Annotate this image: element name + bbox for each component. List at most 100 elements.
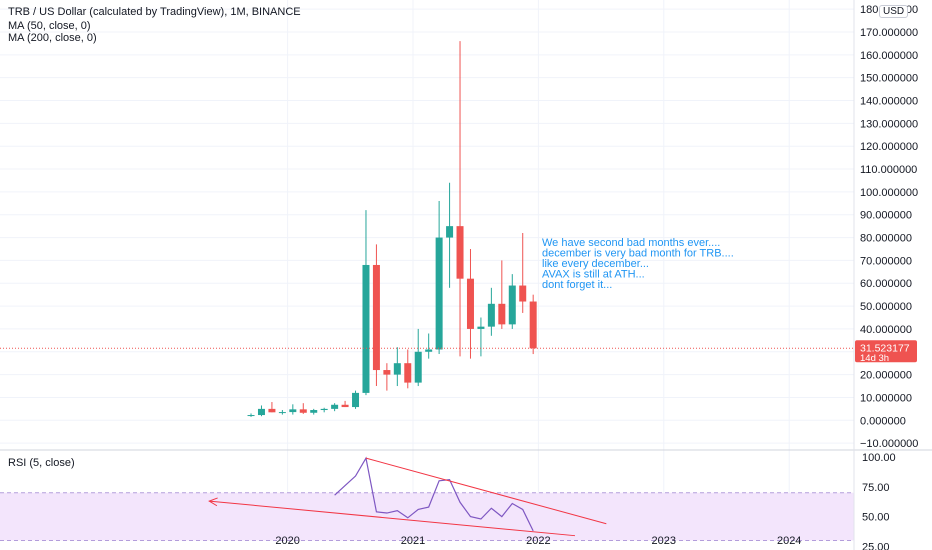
candle: [456, 41, 464, 357]
candle-body: [519, 285, 527, 302]
candles: [247, 41, 537, 417]
candle-body: [487, 303, 495, 327]
candle: [372, 244, 380, 387]
y-tick-label: 150.000000: [860, 73, 918, 85]
candle-body: [446, 226, 454, 238]
candle: [466, 248, 474, 359]
annotation-line: AVAX is still at ATH...: [542, 269, 645, 281]
y-tick-label: 80.000000: [860, 233, 912, 245]
annotation-text: We have second bad months ever....decemb…: [542, 237, 734, 291]
x-tick-label: 2020: [275, 535, 299, 547]
y-tick-label: 90.000000: [860, 210, 912, 222]
y-tick-label: 50.000000: [860, 301, 912, 313]
annotation-line: like every december...: [542, 258, 649, 270]
candle: [425, 333, 433, 359]
candle: [508, 274, 516, 329]
candle-body: [529, 301, 537, 349]
time-axis: 2020 2021 2022 2023 2024: [275, 535, 801, 547]
y-tick-label: 10.000000: [860, 392, 912, 404]
candle-body: [278, 412, 286, 414]
candle-body: [477, 326, 485, 329]
candle: [362, 210, 370, 396]
x-tick-label: 2022: [526, 535, 550, 547]
candle-body: [289, 409, 297, 413]
y-tick-label: 160.000000: [860, 50, 918, 62]
candle-body: [352, 392, 360, 408]
y-tick-label: 120.000000: [860, 141, 918, 153]
price-axis: 180.000000170.000000160.000000150.000000…: [860, 4, 918, 450]
candle-body: [362, 264, 370, 393]
chart-title: TRB / US Dollar (calculated by TradingVi…: [8, 6, 301, 18]
candle: [383, 363, 391, 391]
candle: [257, 405, 265, 417]
rsi-tick-label: 50.00: [862, 512, 890, 524]
candle: [289, 404, 297, 415]
y-tick-label: 0.000000: [860, 415, 906, 427]
x-tick-label: 2021: [401, 535, 425, 547]
candle-body: [404, 363, 412, 383]
rsi-series: [334, 456, 534, 532]
rsi-legend[interactable]: RSI (5, close): [8, 457, 75, 469]
candle-body: [425, 349, 433, 352]
candle-body: [466, 278, 474, 329]
candle-body: [456, 226, 464, 279]
trendlines: [208, 457, 607, 537]
y-tick-label: 130.000000: [860, 118, 918, 130]
candle: [446, 182, 454, 288]
candle-body: [435, 237, 443, 350]
y-tick-label: −10.000000: [860, 438, 918, 450]
candle-body: [310, 410, 318, 413]
y-tick-label: 100.000000: [860, 187, 918, 199]
candle-body: [372, 264, 380, 371]
candle: [487, 287, 495, 336]
y-tick-label: 20.000000: [860, 370, 912, 382]
annotation-line: december is very bad month for TRB....: [542, 248, 734, 260]
candle: [477, 317, 485, 357]
candle-body: [331, 404, 339, 409]
annotation-line: dont forget it...: [542, 279, 612, 291]
candle-body: [414, 351, 422, 383]
y-tick-label: 110.000000: [860, 164, 917, 176]
rsi-band: [0, 492, 854, 541]
candle: [310, 408, 318, 415]
y-tick-label: 40.000000: [860, 324, 912, 336]
candle: [247, 413, 255, 417]
candle-body: [341, 404, 349, 408]
candle-body: [299, 409, 307, 413]
candle: [299, 403, 307, 414]
candle: [331, 403, 339, 412]
price-tag-countdown: 14d 3h: [860, 353, 889, 364]
y-tick-label: 140.000000: [860, 96, 918, 108]
rsi-tick-label: 25.00: [862, 541, 890, 550]
price-tag-value: 31.523177: [860, 342, 910, 354]
price-tag-bg: [855, 340, 917, 363]
candle-body: [268, 408, 276, 413]
trendline: [365, 457, 607, 525]
grid: [0, 0, 854, 530]
rsi-tick-label: 75.00: [862, 482, 890, 494]
candle: [320, 407, 328, 413]
candle-body: [383, 370, 391, 375]
candle-body: [393, 363, 401, 375]
y-tick-label: 60.000000: [860, 278, 912, 290]
candle-body: [498, 303, 506, 325]
candle-body: [508, 285, 516, 325]
candle: [341, 400, 349, 408]
ma50-legend[interactable]: MA (50, close, 0): [8, 20, 91, 32]
candle: [278, 410, 286, 415]
currency-badge[interactable]: USD: [879, 5, 909, 18]
candle: [268, 402, 276, 413]
candle-body: [257, 408, 265, 416]
candle: [404, 349, 412, 389]
x-tick-label: 2024: [777, 535, 801, 547]
trendline: [209, 500, 576, 537]
trendline-arrowhead: [208, 497, 218, 507]
ma200-legend[interactable]: MA (200, close, 0): [8, 32, 97, 44]
rsi-line: [334, 456, 534, 532]
annotation-line: We have second bad months ever....: [542, 237, 720, 249]
candle: [414, 328, 422, 387]
candle: [435, 201, 443, 355]
candle-body: [320, 408, 328, 411]
